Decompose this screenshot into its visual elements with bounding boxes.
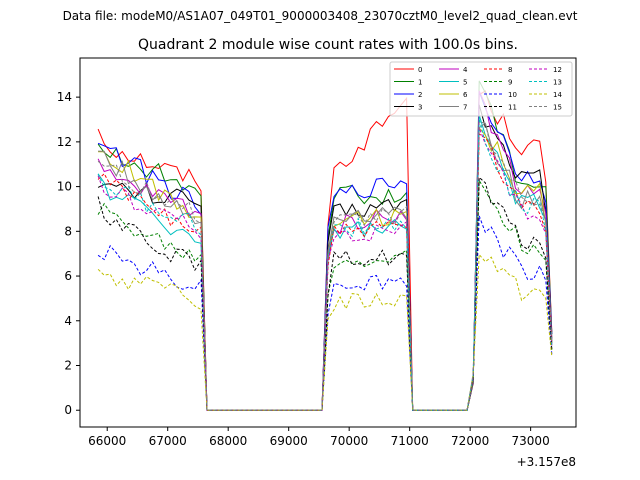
y-axis: 0 2 4 6 8 10 12 14 — [57, 90, 80, 417]
series-line-12 — [97, 127, 553, 411]
series-line-14 — [97, 253, 553, 411]
legend-label-7: 7 — [463, 104, 467, 112]
legend-label-10: 10 — [508, 91, 517, 99]
legend-label-2: 2 — [418, 91, 422, 99]
series-line-13 — [97, 118, 553, 411]
y-tick-label: 6 — [64, 269, 72, 283]
x-tick-label: 70000 — [330, 434, 368, 448]
y-tick-label: 14 — [57, 90, 72, 104]
x-tick-label: 69000 — [270, 434, 308, 448]
legend-label-4: 4 — [463, 66, 468, 74]
plot-frame — [79, 57, 577, 428]
legend-frame — [389, 61, 573, 117]
legend-label-6: 6 — [463, 91, 468, 99]
y-tick-label: 8 — [64, 224, 72, 238]
y-tick-label: 10 — [57, 180, 72, 194]
chart-suptitle: Data file: modeM0/AS1A07_049T01_90000034… — [63, 9, 578, 23]
legend-label-13: 13 — [553, 79, 562, 87]
x-tick-label: 71000 — [391, 434, 429, 448]
legend-label-5: 5 — [463, 79, 467, 87]
legend-label-3: 3 — [418, 104, 422, 112]
legend-label-14: 14 — [553, 91, 562, 99]
y-tick-label: 4 — [64, 314, 72, 328]
legend-label-9: 9 — [508, 79, 512, 87]
x-axis: 66000 67000 68000 69000 70000 71000 72000 73000 — [88, 427, 550, 448]
x-tick-label: 73000 — [512, 434, 550, 448]
series-line-11 — [97, 176, 553, 411]
plot-series — [97, 80, 553, 411]
legend-label-12: 12 — [553, 66, 562, 74]
x-offset-label: +3.157e8 — [517, 455, 576, 469]
y-tick-label: 12 — [57, 135, 72, 149]
series-line-10 — [97, 215, 553, 411]
legend-label-15: 15 — [553, 104, 562, 112]
y-tick-label: 2 — [64, 359, 72, 373]
x-tick-label: 66000 — [88, 434, 126, 448]
legend-label-1: 1 — [418, 79, 422, 87]
x-tick-label: 68000 — [209, 434, 247, 448]
x-tick-label: 67000 — [149, 434, 187, 448]
series-line-9 — [97, 178, 553, 411]
y-tick-label: 0 — [64, 403, 72, 417]
x-tick-label: 72000 — [451, 434, 489, 448]
chart-title: Quadrant 2 module wise count rates with … — [138, 37, 518, 53]
legend-label-0: 0 — [418, 66, 422, 74]
series-line-15 — [97, 121, 553, 411]
legend-label-8: 8 — [508, 66, 512, 74]
legend-label-11: 11 — [508, 104, 517, 112]
